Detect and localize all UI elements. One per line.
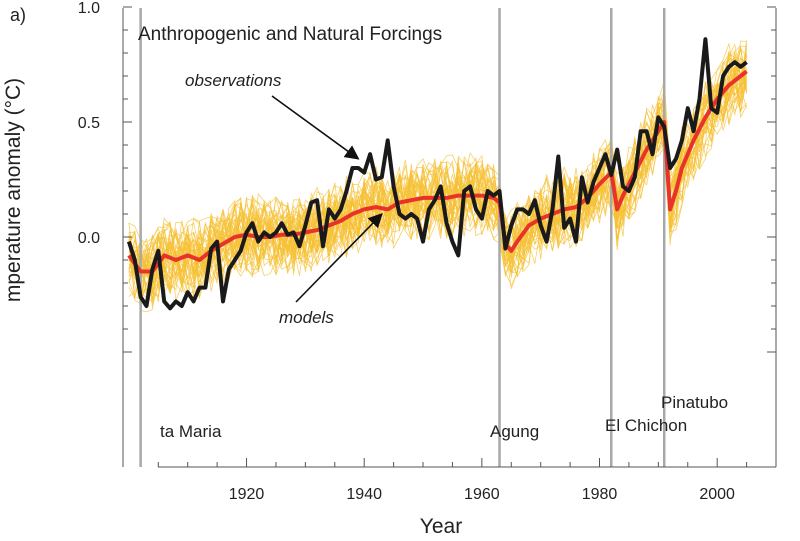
- x-tick-label: 1960: [464, 486, 500, 503]
- model-run-line: [128, 56, 747, 294]
- x-axis-title: Year: [420, 515, 462, 538]
- chart-title: Anthropogenic and Natural Forcings: [138, 24, 442, 45]
- y-tick-label: 0.5: [78, 115, 100, 132]
- x-tick-label: 2000: [699, 486, 735, 503]
- y-tick-label: 1.0: [78, 0, 100, 17]
- volcano-label: ta Maria: [160, 422, 222, 441]
- observations-annotation: observations: [185, 71, 282, 90]
- labels: 0.0 0.5 1.0 1920 1940 1960 1980 2000 Year mperatu…: [2, 0, 735, 538]
- x-tick-label: 1940: [346, 486, 382, 503]
- y-axis-title: mperature anomaly (°C): [2, 78, 25, 302]
- x-tick-label: 1920: [229, 486, 265, 503]
- models-annotation: models: [279, 308, 334, 327]
- models-annotation-arrow: [295, 212, 383, 303]
- y-tick-label: 0.0: [78, 230, 100, 247]
- volcano-lines: [139, 8, 666, 467]
- model-run-line: [128, 49, 747, 269]
- model-run-line: [128, 39, 747, 279]
- volcano-label: Agung: [490, 422, 539, 441]
- series-layer: [126, 37, 748, 311]
- volcano-label: Pinatubo: [661, 393, 728, 412]
- observations-annotation-arrow: [271, 95, 360, 160]
- volcano-label: El Chichon: [605, 416, 687, 435]
- observations-line: [126, 37, 748, 311]
- models-mean-line: [127, 69, 748, 274]
- panel-label: a): [10, 5, 26, 25]
- x-tick-label: 1980: [582, 486, 618, 503]
- axes: [122, 6, 777, 468]
